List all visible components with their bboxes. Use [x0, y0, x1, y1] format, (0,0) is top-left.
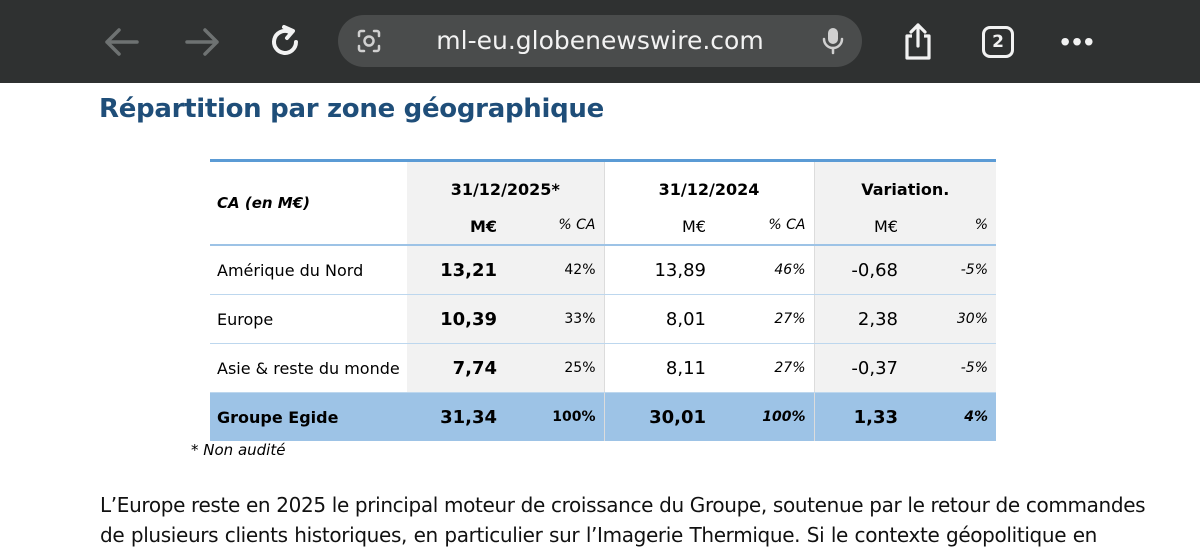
- address-bar[interactable]: ml-eu.globenewswire.com: [338, 15, 862, 67]
- back-arrow-icon: [105, 27, 139, 56]
- cell-v2024: 8,11: [604, 343, 714, 393]
- microphone-icon[interactable]: [822, 26, 844, 56]
- cell-p2024: 27%: [714, 294, 815, 344]
- more-icon: •••: [1060, 25, 1096, 57]
- subheader-me-2025: M€: [407, 217, 505, 246]
- subheader-me-2024: M€: [604, 217, 714, 246]
- revenue-table: CA (en M€) 31/12/2025* 31/12/2024 Variat…: [210, 159, 997, 441]
- total-varp: 4%: [906, 392, 997, 441]
- tabs-icon: 2: [982, 25, 1014, 58]
- paragraph-line: de plusieurs clients historiques, en par…: [100, 523, 1097, 547]
- total-row: Groupe Egide 31,34 100% 30,01 100% 1,33 …: [210, 392, 997, 441]
- subheader-pct-2024: % CA: [714, 217, 815, 246]
- corner-label: CA (en M€): [210, 162, 407, 246]
- cell-p2025: 42%: [505, 245, 605, 295]
- table-row: Asie & reste du monde 7,74 25% 8,11 27% …: [210, 343, 997, 393]
- total-label: Groupe Egide: [210, 392, 407, 441]
- section-heading: Répartition par zone géographique: [99, 94, 604, 124]
- cell-p2025: 25%: [505, 343, 605, 393]
- cell-v2025: 10,39: [407, 294, 505, 344]
- share-icon: [905, 22, 931, 60]
- total-p2024: 100%: [714, 392, 815, 441]
- reload-button[interactable]: [262, 0, 308, 83]
- table-row: Europe 10,39 33% 8,01 27% 2,38 30%: [210, 294, 997, 344]
- row-label: Amérique du Nord: [210, 245, 407, 295]
- total-p2025: 100%: [505, 392, 605, 441]
- lens-icon[interactable]: [355, 27, 383, 55]
- browser-toolbar: ml-eu.globenewswire.com 2 •••: [0, 0, 1200, 83]
- cell-v2025: 7,74: [407, 343, 505, 393]
- total-var: 1,33: [814, 392, 906, 441]
- cell-varp: 30%: [906, 294, 997, 344]
- reload-icon: [272, 24, 298, 55]
- body-paragraph: L’Europe reste en 2025 le principal mote…: [100, 490, 1146, 550]
- paragraph-line: L’Europe reste en 2025 le principal mote…: [100, 493, 1146, 517]
- table-row: Amérique du Nord 13,21 42% 13,89 46% -0,…: [210, 245, 997, 295]
- subheader-me-var: M€: [814, 217, 906, 246]
- subheader-pct-2025: % CA: [505, 217, 605, 246]
- total-v2025: 31,34: [407, 392, 505, 441]
- subheader-pct-var: %: [906, 217, 997, 246]
- row-label: Asie & reste du monde: [210, 343, 407, 393]
- cell-var: 2,38: [814, 294, 906, 344]
- back-button[interactable]: [98, 0, 144, 83]
- cell-var: -0,37: [814, 343, 906, 393]
- forward-arrow-icon: [185, 27, 219, 56]
- cell-p2025: 33%: [505, 294, 605, 344]
- period-2024: 31/12/2024: [604, 162, 815, 217]
- cell-v2024: 8,01: [604, 294, 714, 344]
- footnote: * Non audité: [191, 441, 286, 459]
- cell-var: -0,68: [814, 245, 906, 295]
- cell-varp: -5%: [906, 245, 997, 295]
- share-button[interactable]: [896, 0, 940, 83]
- period-2025: 31/12/2025*: [407, 162, 605, 217]
- url-text[interactable]: ml-eu.globenewswire.com: [436, 26, 764, 55]
- cell-varp: -5%: [906, 343, 997, 393]
- cell-v2024: 13,89: [604, 245, 714, 295]
- cell-v2025: 13,21: [407, 245, 505, 295]
- row-label: Europe: [210, 294, 407, 344]
- tabs-button[interactable]: 2: [976, 0, 1020, 83]
- more-button[interactable]: •••: [1056, 0, 1100, 83]
- cell-p2024: 27%: [714, 343, 815, 393]
- period-variation: Variation.: [814, 162, 997, 217]
- forward-button[interactable]: [180, 0, 226, 83]
- table-top-rule: [210, 159, 996, 162]
- cell-p2024: 46%: [714, 245, 815, 295]
- total-v2024: 30,01: [604, 392, 714, 441]
